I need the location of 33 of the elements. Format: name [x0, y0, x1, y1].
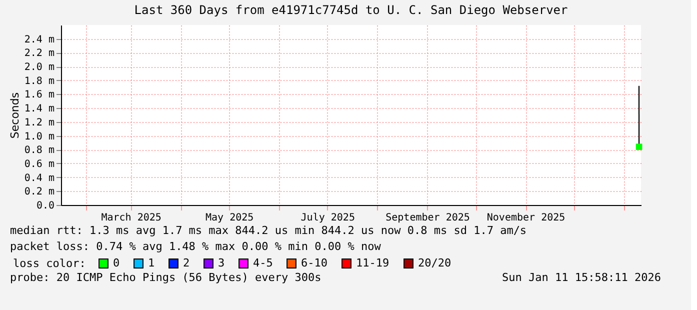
y-tick-label: 0.8 m: [24, 145, 54, 156]
legend-title: loss color:: [13, 257, 86, 270]
y-tick-label: 0.6 m: [24, 158, 54, 170]
y-tick-label: 1.2 m: [24, 117, 54, 128]
x-tick-label: May 2025: [206, 212, 254, 224]
text: median rtt: 1.3 ms avg 1.7 ms max 844.2 us min 844.2 us now 0.8 ms sd 1.7 am/s: [10, 224, 527, 237]
y-tick-label: 2.4 m: [24, 34, 54, 46]
x-tick-label: November 2025: [486, 212, 566, 224]
y-tick-label: 1.8 m: [24, 76, 54, 87]
y-axis-title: Seconds: [8, 92, 22, 139]
legend-label: 4-5: [253, 256, 273, 270]
y-tick-label: 2.0 m: [24, 62, 54, 74]
legend-label: 20/20: [418, 256, 452, 270]
text: probe: 20 ICMP Echo Pings (56 Bytes) every 300s: [10, 271, 322, 284]
y-tick-label: 0.0: [36, 200, 54, 212]
y-tick-label: 0.2 m: [24, 186, 54, 198]
legend-label: 6-10: [301, 256, 328, 270]
legend-label: 3: [218, 256, 225, 270]
x-tick-label: September 2025: [386, 212, 470, 224]
y-tick-label: 1.0 m: [24, 131, 54, 142]
legend-label: 2: [183, 256, 190, 270]
y-tick-label: 1.6 m: [24, 90, 54, 101]
legend-label: 0: [113, 256, 120, 270]
x-tick-label: July 2025: [300, 212, 355, 224]
x-tick-label: March 2025: [101, 212, 162, 224]
text: Sun Jan 11 15:58:11 2026: [502, 271, 661, 284]
y-tick-label: 0.4 m: [24, 172, 54, 184]
chart-title: Last 360 Days from e41971c7745d to U. C. San Diego Webserver: [134, 3, 568, 17]
legend-label: 11-19: [356, 256, 390, 270]
text: packet loss: 0.74 % avg 1.48 % max 0.00 % min 0.00 % now: [10, 240, 382, 253]
y-tick-label: 2.2 m: [24, 48, 54, 60]
y-tick-label: 1.4 m: [24, 104, 54, 115]
legend-label: 1: [148, 256, 155, 270]
